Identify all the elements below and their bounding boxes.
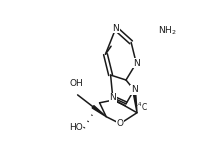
Text: NH$_2$: NH$_2$ — [157, 24, 176, 37]
Text: HO: HO — [69, 123, 83, 132]
Text: N: N — [133, 59, 140, 68]
Polygon shape — [133, 90, 137, 113]
Text: N: N — [112, 24, 119, 33]
Polygon shape — [92, 106, 106, 117]
Text: OH: OH — [69, 79, 83, 88]
Text: N: N — [110, 93, 116, 102]
Text: N: N — [131, 85, 138, 94]
Text: O: O — [117, 119, 124, 128]
Text: $^{14}$C: $^{14}$C — [134, 101, 148, 113]
